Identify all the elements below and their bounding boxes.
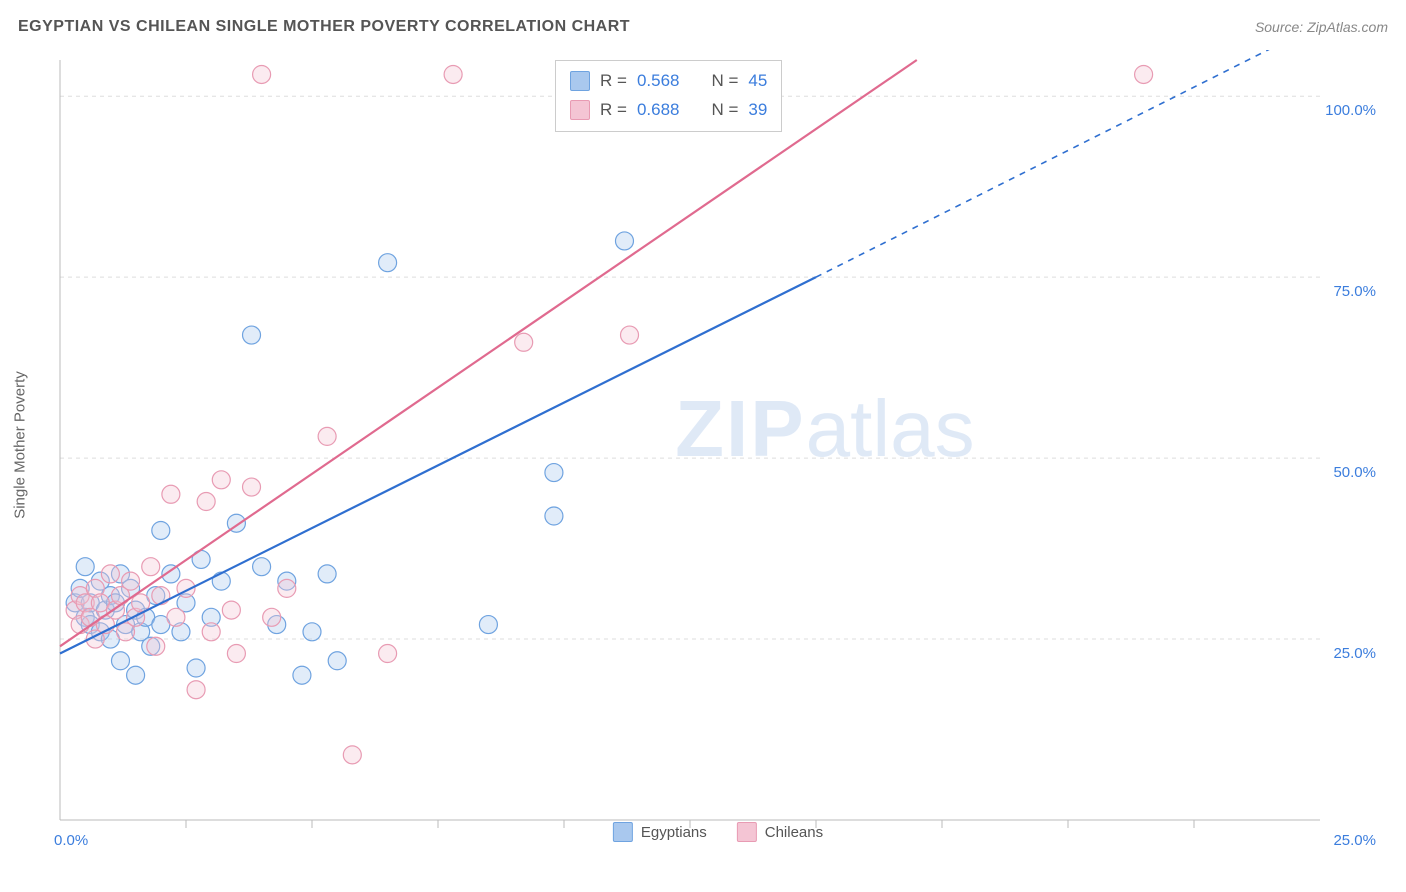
x-origin-label: 0.0% bbox=[54, 832, 88, 849]
chileans-point bbox=[167, 608, 185, 626]
chileans-point bbox=[227, 645, 245, 663]
chileans-point bbox=[222, 601, 240, 619]
chileans-point bbox=[101, 565, 119, 583]
chileans-point bbox=[197, 493, 215, 511]
egyptians-point bbox=[379, 254, 397, 272]
y-tick-label: 50.0% bbox=[1333, 464, 1376, 481]
y-tick-label: 75.0% bbox=[1333, 283, 1376, 300]
egyptians-swatch bbox=[613, 822, 633, 842]
egyptians-point bbox=[318, 565, 336, 583]
legend-label: Chileans bbox=[765, 824, 823, 841]
chileans-point bbox=[379, 645, 397, 663]
chileans-point bbox=[162, 485, 180, 503]
chart-title: EGYPTIAN VS CHILEAN SINGLE MOTHER POVERT… bbox=[18, 18, 630, 36]
chileans-point bbox=[263, 608, 281, 626]
egyptians-point bbox=[328, 652, 346, 670]
egyptians-point bbox=[293, 666, 311, 684]
egyptians-point bbox=[127, 666, 145, 684]
chileans-swatch bbox=[570, 100, 590, 120]
n-label: N = bbox=[711, 67, 738, 96]
n-value: 39 bbox=[748, 96, 767, 125]
stats-legend: R = 0.568 N = 45 R = 0.688 N = 39 bbox=[555, 60, 782, 132]
chileans-point bbox=[142, 558, 160, 576]
chileans-point bbox=[212, 471, 230, 489]
legend-item-chileans: Chileans bbox=[737, 822, 823, 842]
egyptians-point bbox=[76, 558, 94, 576]
chileans-point bbox=[278, 579, 296, 597]
chileans-point bbox=[318, 427, 336, 445]
egyptians-point bbox=[243, 326, 261, 344]
r-value: 0.568 bbox=[637, 67, 680, 96]
chileans-point bbox=[202, 623, 220, 641]
legend-item-egyptians: Egyptians bbox=[613, 822, 707, 842]
chileans-point bbox=[187, 681, 205, 699]
chileans-point bbox=[122, 572, 140, 590]
chileans-point bbox=[243, 478, 261, 496]
egyptians-point bbox=[111, 652, 129, 670]
chileans-point bbox=[152, 587, 170, 605]
y-tick-label: 25.0% bbox=[1333, 645, 1376, 662]
chileans-point bbox=[147, 637, 165, 655]
chileans-point bbox=[253, 65, 271, 83]
y-axis-label: Single Mother Poverty bbox=[12, 371, 29, 519]
egyptians-point bbox=[545, 464, 563, 482]
chileans-point bbox=[343, 746, 361, 764]
egyptians-point bbox=[152, 521, 170, 539]
egyptians-point bbox=[479, 616, 497, 634]
egyptians-point bbox=[187, 659, 205, 677]
chileans-trendline bbox=[60, 60, 917, 646]
egyptians-point bbox=[303, 623, 321, 641]
n-label: N = bbox=[711, 96, 738, 125]
egyptians-swatch bbox=[570, 71, 590, 91]
r-label: R = bbox=[600, 96, 627, 125]
egyptians-point bbox=[615, 232, 633, 250]
n-value: 45 bbox=[748, 67, 767, 96]
scatter-chart bbox=[50, 50, 1386, 840]
y-tick-label: 100.0% bbox=[1325, 102, 1376, 119]
chileans-point bbox=[444, 65, 462, 83]
legend-label: Egyptians bbox=[641, 824, 707, 841]
stats-row-chileans: R = 0.688 N = 39 bbox=[570, 96, 767, 125]
x-max-label: 25.0% bbox=[1333, 832, 1376, 849]
r-value: 0.688 bbox=[637, 96, 680, 125]
egyptians-point bbox=[545, 507, 563, 525]
source-label: Source: ZipAtlas.com bbox=[1255, 19, 1388, 35]
egyptians-point bbox=[253, 558, 271, 576]
chileans-point bbox=[515, 333, 533, 351]
chileans-point bbox=[621, 326, 639, 344]
stats-row-egyptians: R = 0.568 N = 45 bbox=[570, 67, 767, 96]
chart-area: Single Mother Poverty ZIPatlas R =0.568N… bbox=[50, 50, 1386, 840]
series-legend: Egyptians Chileans bbox=[613, 822, 823, 842]
egyptians-point bbox=[212, 572, 230, 590]
chileans-swatch bbox=[737, 822, 757, 842]
egyptians-trendline-extrapolated bbox=[816, 50, 1320, 277]
egyptians-trendline bbox=[60, 277, 816, 653]
r-label: R = bbox=[600, 67, 627, 96]
chileans-point bbox=[1135, 65, 1153, 83]
